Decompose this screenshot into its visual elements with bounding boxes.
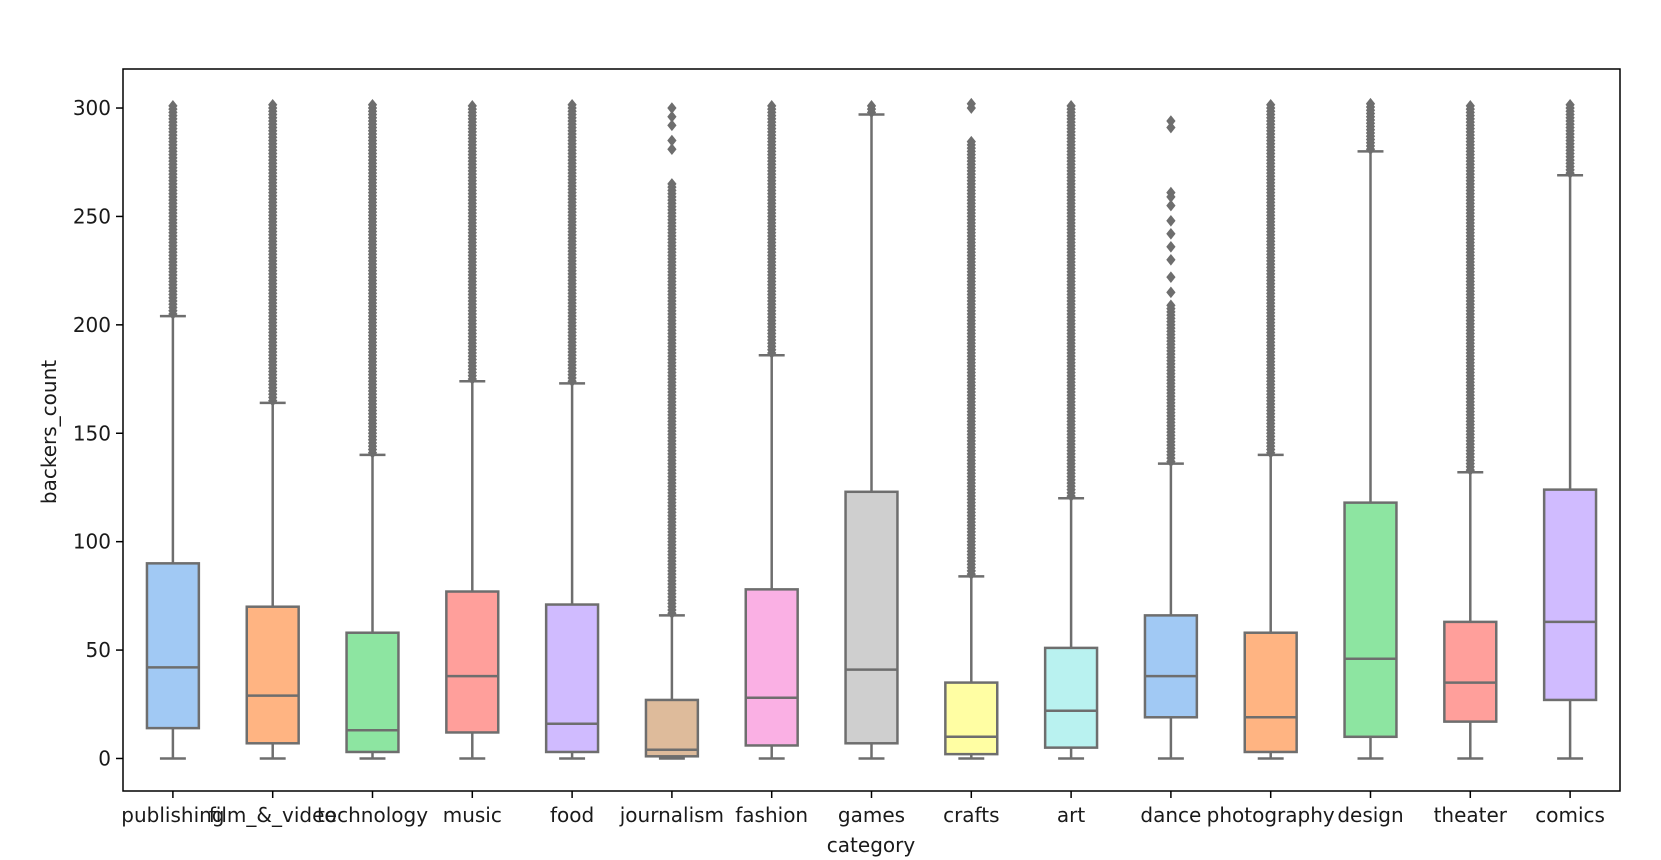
x-tick-label: games [838,803,905,827]
outlier-point [1166,115,1176,127]
x-tick-label: theater [1434,803,1508,827]
box-group-games [844,100,899,760]
box-group-publishing [145,100,201,760]
x-tick-label: photography [1207,803,1335,827]
box-group-art [1043,100,1099,760]
x-tick-label: journalism [619,803,724,827]
y-tick-label: 150 [73,421,111,445]
outlier-point [966,135,976,148]
outlier-point [1266,98,1276,111]
outlier-point [1166,271,1176,283]
x-axis-label: category [827,833,916,857]
y-tick-label: 300 [73,96,111,120]
box-iqr [445,590,500,734]
outlier-point [367,98,378,111]
x-tick-label: comics [1535,803,1605,827]
box-iqr [1542,488,1598,702]
box-iqr [1243,631,1298,754]
box-group-technology [345,98,400,760]
x-tick-label: fashion [735,803,808,827]
box-iqr [744,588,799,747]
box-iqr [1143,614,1199,719]
outlier-point [1166,186,1176,199]
box-group-crafts [944,97,999,760]
outlier-point [667,102,677,114]
outlier-point [467,100,477,112]
outlier-point [1465,100,1475,112]
outlier-point [1066,100,1076,112]
box-group-design [1343,97,1398,760]
outlier-point [268,98,278,111]
box-iqr [1343,501,1398,739]
outlier-point [1166,121,1176,134]
outlier-point [667,110,677,123]
box-iqr [844,490,899,745]
x-tick-label: dance [1140,803,1201,827]
box-group-food [544,98,600,760]
outlier-point [767,100,777,112]
box-iqr [1443,620,1498,723]
outlier-point [1166,286,1176,299]
y-tick-label: 250 [73,204,111,228]
box-group-comics [1542,98,1598,760]
outlier-point [1166,240,1176,253]
x-tick-label: food [550,803,594,827]
x-tick-label: film_&_video [209,803,337,827]
x-tick-label: design [1337,803,1403,827]
y-axis: 0 50 100 150 200 250 300 [73,96,123,770]
box-group-film_&_video [245,98,300,760]
box-group-dance [1143,115,1199,760]
outlier-point [1565,98,1575,111]
outlier-point [667,143,677,156]
box-iqr [944,681,999,756]
box-iqr [145,562,201,730]
outlier-point [1166,227,1176,240]
box-group-journalism [644,102,700,760]
outlier-point [168,100,178,112]
outlier-point [1166,214,1176,227]
y-axis-label: backers_count [37,360,61,504]
outlier-point [567,98,577,111]
x-tick-label: technology [317,803,428,827]
outlier-point [1166,199,1176,212]
x-tick-label: publishing [121,803,224,827]
x-tick-label: crafts [943,803,999,827]
outlier-point [1365,97,1376,110]
y-tick-label: 0 [98,746,111,770]
outlier-point [667,134,677,147]
y-tick-label: 50 [86,638,111,662]
x-tick-label: art [1057,803,1085,827]
y-tick-label: 100 [73,530,111,554]
outlier-point [866,100,877,112]
box-iqr [644,698,700,758]
box-group-music [445,100,500,760]
outlier-point [1166,299,1176,312]
box-iqr [245,605,300,745]
x-tick-label: music [443,803,502,827]
outlier-point [1166,253,1176,266]
box-group-photography [1243,98,1298,760]
outlier-point [966,97,976,110]
box-group-theater [1443,100,1498,760]
box-group-fashion [744,100,799,760]
outlier-point [667,178,677,190]
box-iqr [544,603,600,754]
box-iqr [345,631,400,754]
outlier-point [667,119,677,132]
boxes-layer [145,97,1598,760]
box-iqr [1043,646,1099,749]
y-tick-label: 200 [73,313,111,337]
